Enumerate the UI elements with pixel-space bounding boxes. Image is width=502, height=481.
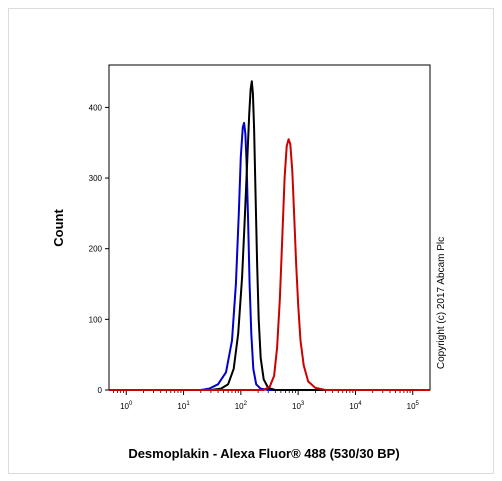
y-tick-label: 400 [89, 103, 103, 112]
y-tick-label: 100 [89, 315, 103, 324]
y-tick-label: 0 [98, 386, 103, 395]
x-axis: 100 101 102 103 104 105 [113, 390, 420, 411]
x-tick-label: 100 [120, 401, 133, 411]
series-line-2 [109, 80, 430, 391]
plot-area [108, 64, 431, 391]
x-tick-label: 102 [235, 401, 248, 411]
x-tick-label: 105 [407, 401, 420, 411]
series-line-3 [109, 138, 430, 391]
y-tick-label: 200 [89, 245, 103, 254]
x-tick-label: 103 [292, 401, 305, 411]
series-line-1 [109, 121, 430, 391]
y-axis-title: Count [51, 209, 66, 247]
x-axis-title: Desmoplakin - Alexa Fluor® 488 (530/30 B… [128, 446, 399, 461]
y-tick-label: 300 [89, 174, 103, 183]
x-tick-label: 104 [349, 401, 362, 411]
y-axis: 0 100 200 300 400 [89, 103, 109, 395]
histogram-series [109, 80, 430, 391]
copyright-annotation: Copyright (c) 2017 Abcam Plc [436, 237, 447, 369]
x-tick-label: 101 [177, 401, 190, 411]
